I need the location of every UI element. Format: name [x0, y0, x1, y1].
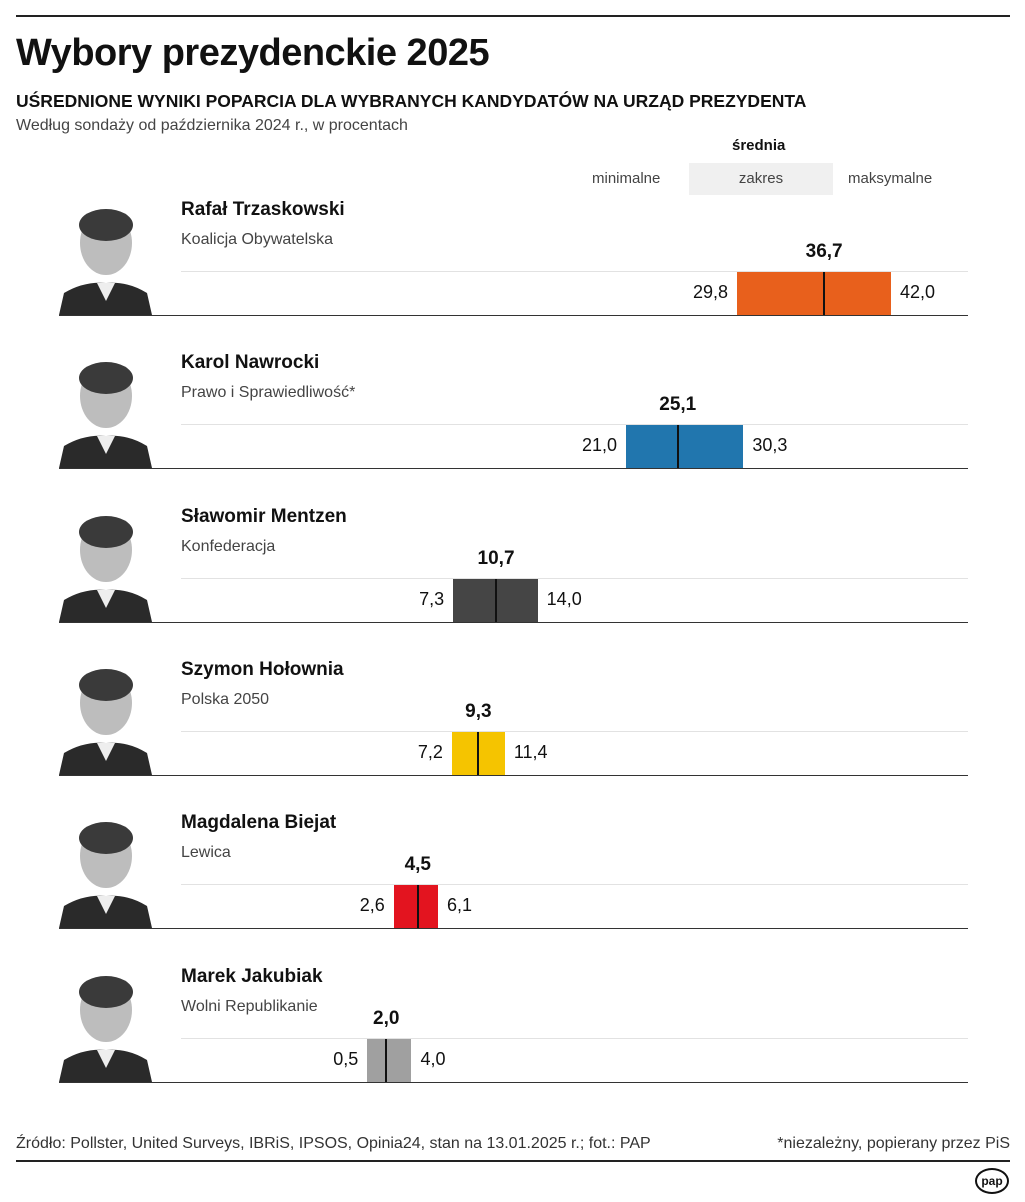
candidate-name: Sławomir Mentzen — [181, 506, 347, 527]
candidate-photo — [59, 655, 152, 775]
row-baseline — [59, 775, 968, 776]
mean-label: 2,0 — [373, 1008, 400, 1029]
candidate-party: Wolni Republikanie — [181, 998, 318, 1015]
candidate-photo — [59, 348, 152, 468]
row-gridline — [181, 271, 968, 272]
min-label: 7,2 — [417, 742, 443, 762]
mean-marker — [385, 1039, 388, 1082]
row-gridline — [181, 731, 968, 732]
mean-label: 25,1 — [659, 394, 697, 415]
row-baseline — [59, 468, 968, 469]
source-note: Źródło: Pollster, United Surveys, IBRiS,… — [16, 1135, 651, 1152]
mean-label: 4,5 — [404, 854, 431, 875]
legend-max: maksymalne — [848, 170, 933, 187]
max-label: 42,0 — [900, 282, 936, 302]
mean-marker — [823, 272, 826, 315]
max-label: 11,4 — [513, 742, 548, 762]
max-label: 30,3 — [752, 435, 788, 455]
description: Według sondaży od października 2024 r., … — [16, 117, 408, 134]
mean-marker — [676, 425, 679, 468]
mean-label: 9,3 — [465, 701, 492, 722]
min-label: 7,3 — [419, 589, 445, 609]
candidate-name: Karol Nawrocki — [181, 352, 320, 373]
row-baseline — [59, 622, 968, 623]
candidate-party: Polska 2050 — [181, 691, 270, 708]
row-gridline — [181, 1038, 968, 1039]
candidate-photo — [59, 195, 152, 315]
candidate-name: Marek Jakubiak — [181, 966, 323, 987]
mean-marker — [495, 579, 498, 622]
legend-range: zakres — [689, 163, 833, 195]
pap-logo: pap — [975, 1168, 1009, 1194]
subtitle: UŚREDNIONE WYNIKI POPARCIA DLA WYBRANYCH… — [16, 91, 807, 111]
max-label: 6,1 — [446, 895, 472, 915]
range-bar — [367, 1039, 412, 1082]
min-label: 29,8 — [693, 282, 729, 302]
candidate-photo — [59, 808, 152, 928]
min-label: 0,5 — [333, 1049, 359, 1069]
candidate-party: Konfederacja — [181, 538, 276, 555]
min-label: 2,6 — [359, 895, 385, 915]
range-bar — [626, 425, 744, 468]
legend-mean: średnia — [732, 137, 786, 154]
candidate-photo — [59, 502, 152, 622]
range-bar — [393, 885, 438, 928]
top-rule — [16, 15, 1010, 17]
page-title: Wybory prezydenckie 2025 — [16, 32, 490, 74]
footnote: *niezależny, popierany przez PiS — [777, 1135, 1010, 1152]
candidate-photo — [59, 962, 152, 1082]
candidate-party: Prawo i Sprawiedliwość* — [181, 384, 356, 401]
mean-label: 36,7 — [805, 241, 843, 262]
candidate-party: Koalicja Obywatelska — [181, 231, 334, 248]
row-gridline — [181, 884, 968, 885]
max-label: 14,0 — [546, 589, 582, 609]
bottom-rule — [16, 1160, 1010, 1162]
min-label: 21,0 — [581, 435, 618, 455]
mean-marker — [477, 732, 480, 775]
candidate-name: Szymon Hołownia — [181, 659, 344, 680]
row-baseline — [59, 928, 968, 929]
row-gridline — [181, 578, 968, 579]
row-gridline — [181, 424, 968, 425]
candidate-party: Lewica — [181, 844, 231, 861]
candidate-name: Magdalena Biejat — [181, 812, 337, 833]
row-baseline — [59, 315, 968, 316]
mean-label: 10,7 — [477, 548, 515, 569]
max-label: 4,0 — [420, 1049, 446, 1069]
range-bar — [737, 272, 892, 315]
row-baseline — [59, 1082, 968, 1083]
candidate-name: Rafał Trzaskowski — [181, 199, 345, 220]
mean-marker — [416, 885, 419, 928]
legend-min: minimalne — [592, 170, 661, 187]
